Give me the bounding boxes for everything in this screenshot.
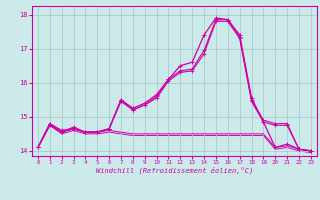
X-axis label: Windchill (Refroidissement éolien,°C): Windchill (Refroidissement éolien,°C) (96, 167, 253, 174)
